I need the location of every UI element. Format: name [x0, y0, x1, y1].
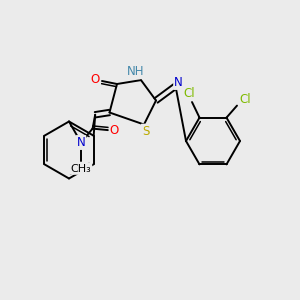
Text: N: N — [174, 76, 183, 89]
Text: NH: NH — [127, 65, 144, 78]
Text: Cl: Cl — [183, 87, 195, 100]
Text: O: O — [91, 73, 100, 86]
Text: Cl: Cl — [240, 93, 251, 106]
Text: CH₃: CH₃ — [70, 164, 92, 174]
Text: N: N — [76, 136, 85, 149]
Text: O: O — [110, 124, 119, 136]
Text: S: S — [142, 124, 149, 138]
